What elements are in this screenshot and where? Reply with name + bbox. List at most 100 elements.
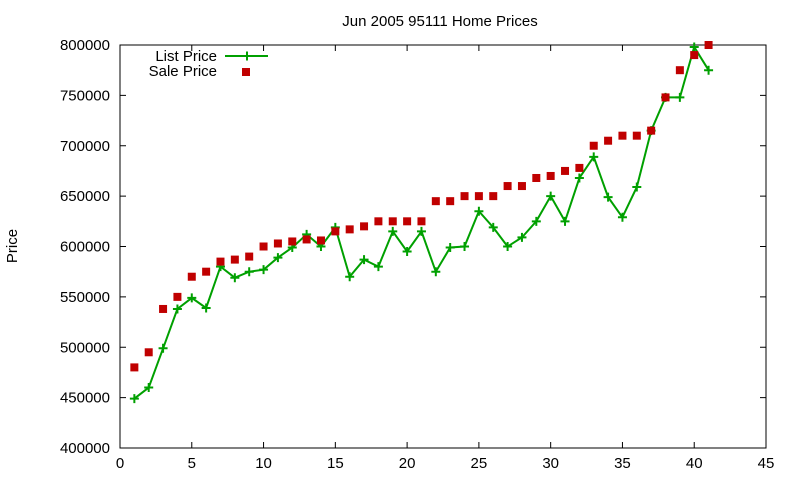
list-price-point <box>172 304 182 314</box>
list-price-point <box>187 293 197 303</box>
sale-price-point <box>532 173 541 182</box>
sale-price-point <box>474 192 483 201</box>
sale-price-point <box>618 131 627 140</box>
list-price-point <box>574 173 584 183</box>
list-price-point <box>632 182 642 192</box>
list-price-point <box>388 226 398 236</box>
legend-marker-sale-price <box>242 68 250 76</box>
list-price-point <box>373 262 383 272</box>
list-price-point <box>460 242 470 251</box>
chart-title: Jun 2005 95111 Home Prices <box>342 13 537 30</box>
list-price-point <box>345 272 355 282</box>
sale-price-point <box>388 217 397 226</box>
list-price-point <box>503 242 513 251</box>
list-price-point <box>531 216 541 226</box>
x-tick-label: 35 <box>614 455 631 472</box>
y-tick-label: 800000 <box>60 37 110 54</box>
plot-frame <box>119 44 767 449</box>
legend-label-sale-price: Sale Price <box>149 63 217 80</box>
x-tick-label: 40 <box>686 455 703 472</box>
x-tick-label: 20 <box>399 455 416 472</box>
y-tick-label: 400000 <box>60 440 110 457</box>
sale-price-point <box>431 197 440 206</box>
sale-price-point <box>345 225 354 234</box>
series-markers <box>129 41 714 404</box>
x-tick-label: 30 <box>542 455 559 472</box>
sale-price-point <box>575 163 584 172</box>
list-price-point <box>445 243 455 253</box>
sale-price-point <box>417 217 426 226</box>
sale-price-point <box>632 131 641 140</box>
x-tick-label: 25 <box>471 455 488 472</box>
list-price-point <box>546 191 556 201</box>
y-tick-label: 750000 <box>60 87 110 104</box>
sale-price-point <box>273 239 282 248</box>
list-price-point <box>359 255 369 265</box>
list-price-point <box>158 343 168 353</box>
y-tick-label: 450000 <box>60 390 110 407</box>
sale-price-point <box>130 363 139 372</box>
sale-price-point <box>647 126 656 135</box>
y-tick-label: 550000 <box>60 289 110 306</box>
sale-price-point <box>675 66 684 75</box>
sale-price-point <box>288 237 297 246</box>
sale-price-point <box>446 197 455 206</box>
list-price-point <box>617 212 627 222</box>
sale-price-point <box>202 267 211 276</box>
x-tick-label: 15 <box>327 455 344 472</box>
x-tick-label: 45 <box>758 455 775 472</box>
list-price-point <box>474 206 484 216</box>
list-price-point <box>129 394 139 404</box>
sale-price-point <box>316 236 325 245</box>
y-tick-label: 500000 <box>60 339 110 356</box>
sale-price-point <box>604 136 613 145</box>
sale-price-point <box>187 272 196 281</box>
sale-price-point <box>503 182 512 191</box>
list-price-point <box>560 216 570 226</box>
list-price-point <box>244 267 254 277</box>
y-axis-label: Price <box>4 229 21 263</box>
sale-price-point <box>460 192 469 201</box>
sale-price-point <box>144 348 153 357</box>
sale-price-point <box>561 166 570 175</box>
sale-price-point <box>589 141 598 150</box>
y-tick-label: 700000 <box>60 138 110 155</box>
y-tick-label: 600000 <box>60 239 110 256</box>
list-price-point <box>259 265 269 275</box>
legend: List Price Sale Price <box>149 48 268 80</box>
list-price-point <box>517 232 527 242</box>
list-price-point <box>431 267 441 277</box>
sale-price-point <box>690 51 699 60</box>
sale-price-point <box>230 255 239 264</box>
legend-marker-list-price <box>242 51 252 61</box>
list-price-point <box>488 222 498 232</box>
sale-price-point <box>403 217 412 226</box>
sale-price-point <box>245 252 254 261</box>
x-tick-label: 0 <box>116 455 124 472</box>
sale-price-point <box>259 242 268 251</box>
list-price-point <box>589 152 599 162</box>
sale-price-point <box>374 217 383 226</box>
list-price-point <box>273 253 283 263</box>
list-price-point <box>230 273 240 283</box>
axis-ticks <box>119 44 767 449</box>
sale-price-point <box>173 292 182 301</box>
sale-price-point <box>360 222 369 231</box>
list-price-point <box>603 192 613 202</box>
sale-price-point <box>331 227 340 236</box>
x-tick-label: 5 <box>188 455 196 472</box>
axis-tick-labels: 0 5 10 15 20 25 30 35 40 45 400000 450000 500000 5500… <box>60 37 774 472</box>
x-tick-label: 10 <box>255 455 272 472</box>
list-price-point <box>201 303 211 313</box>
sale-price-point <box>517 182 526 191</box>
sale-price-point <box>546 171 555 180</box>
sale-price-point <box>704 41 713 49</box>
sale-price-point <box>216 257 225 266</box>
list-price-point <box>416 226 426 236</box>
list-price-point <box>402 247 412 257</box>
sale-price-point <box>489 192 498 201</box>
list-price-point <box>689 42 699 52</box>
list-price-point <box>675 92 685 102</box>
y-tick-label: 650000 <box>60 188 110 205</box>
